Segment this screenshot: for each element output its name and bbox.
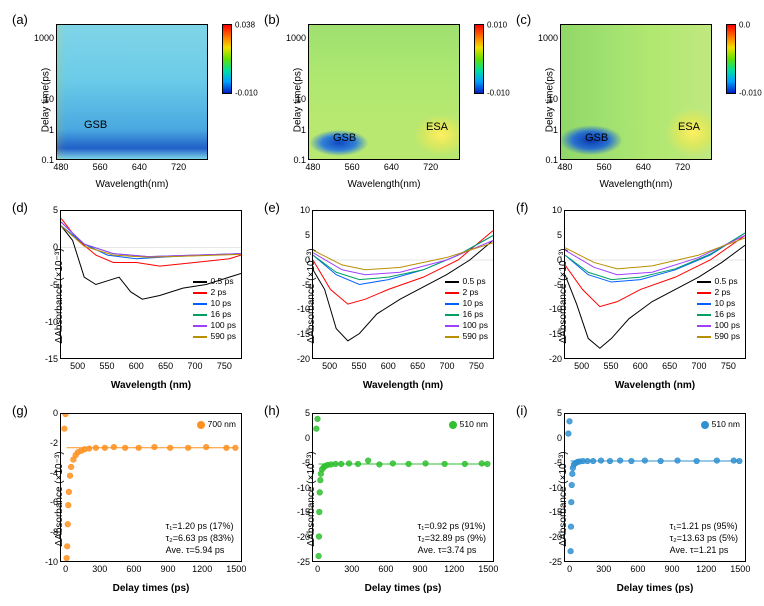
cb-max-a: 0.038 bbox=[235, 21, 255, 30]
panel-label-f: (f) bbox=[516, 200, 528, 215]
cb-min-c: -0.010 bbox=[739, 89, 762, 98]
panel-a: (a) Delay time(ps) 0.11101000 GSB 480560… bbox=[10, 10, 250, 190]
legend-f: 0.5 ps2 ps10 ps16 ps100 ps590 ps bbox=[697, 276, 740, 342]
colorbar-a: 0.038 -0.010 bbox=[222, 24, 232, 94]
x-axis-i: 030060090012001500 bbox=[564, 564, 746, 578]
panel-label-i: (i) bbox=[516, 403, 528, 418]
panel-i: (i) ΔAbsorbance (×10⁻³) -25-20-15-10-505… bbox=[514, 401, 754, 596]
annot-a-gsb: GSB bbox=[84, 119, 107, 131]
legend-i: 510 nm bbox=[701, 419, 740, 430]
xlabel-a: Wavelength(nm) bbox=[56, 179, 208, 190]
panel-h: (h) ΔAbsorbance (×10⁻³) -25-20-15-10-505… bbox=[262, 401, 502, 596]
x-axis-g: 030060090012001500 bbox=[60, 564, 242, 578]
y-axis-f: -20-15-10-50510 bbox=[544, 210, 564, 359]
xlabel-f: Wavelength (nm) bbox=[564, 380, 746, 391]
xlabel-i: Delay times (ps) bbox=[564, 583, 746, 594]
legend-g: 700 nm bbox=[197, 419, 236, 430]
xlabel-g: Delay times (ps) bbox=[60, 583, 242, 594]
panel-label-d: (d) bbox=[12, 200, 28, 215]
panel-label-e: (e) bbox=[264, 200, 280, 215]
xlabel-b: Wavelength(nm) bbox=[308, 179, 460, 190]
panel-g: (g) ΔAbsorbance (×10⁻³) -10-8-6-4-20 030… bbox=[10, 401, 250, 596]
legend-e: 0.5 ps2 ps10 ps16 ps100 ps590 ps bbox=[445, 276, 488, 342]
panel-c: (c) Delay time(ps) 0.11101000 GSB ESA 48… bbox=[514, 10, 754, 190]
heatmap-b: GSB ESA bbox=[308, 24, 460, 160]
heatmap-c: GSB ESA bbox=[560, 24, 712, 160]
y-axis-d: -15-10-505 bbox=[40, 210, 60, 359]
heatmap-a: GSB bbox=[56, 24, 208, 160]
colorbar-c: 0.0 -0.010 bbox=[726, 24, 736, 94]
annot-b-esa: ESA bbox=[426, 121, 448, 133]
panel-d: (d) ΔAbsorbance (×10⁻³) -15-10-505 50055… bbox=[10, 198, 250, 393]
annot-c-gsb: GSB bbox=[585, 132, 608, 144]
annot-b-gsb: GSB bbox=[333, 132, 356, 144]
panel-label-b: (b) bbox=[264, 12, 280, 27]
xlabel-e: Wavelength (nm) bbox=[312, 380, 494, 391]
cb-min-a: -0.010 bbox=[235, 89, 258, 98]
panel-label-h: (h) bbox=[264, 403, 280, 418]
panel-label-g: (g) bbox=[12, 403, 28, 418]
legend-d: 0.5 ps2 ps10 ps16 ps100 ps590 ps bbox=[193, 276, 236, 342]
fit-i: τ₁=1.21 ps (95%)τ₂=13.63 ps (5%)Ave. τ=1… bbox=[670, 520, 738, 556]
xlabel-h: Delay times (ps) bbox=[312, 583, 494, 594]
x-axis-h: 030060090012001500 bbox=[312, 564, 494, 578]
y-axis-h: -25-20-15-10-505 bbox=[292, 413, 312, 562]
cb-max-b: 0.010 bbox=[487, 21, 507, 30]
heatmap-bg-b bbox=[309, 25, 459, 159]
annot-c-esa: ESA bbox=[678, 121, 700, 133]
y-axis-i: -25-20-15-10-505 bbox=[544, 413, 564, 562]
x-axis-f: 500550600650700750 bbox=[564, 361, 746, 375]
x-axis-c: 480560640720 bbox=[560, 162, 712, 176]
y-axis-g: -10-8-6-4-20 bbox=[40, 413, 60, 562]
panel-e: (e) ΔAbsorbance (×10⁻³) -20-15-10-50510 … bbox=[262, 198, 502, 393]
x-axis-b: 480560640720 bbox=[308, 162, 460, 176]
x-axis-d: 500550600650700750 bbox=[60, 361, 242, 375]
legend-h: 510 nm bbox=[449, 419, 488, 430]
cb-min-b: -0.010 bbox=[487, 89, 510, 98]
panel-label-a: (a) bbox=[12, 12, 28, 27]
fit-h: τ₁=0.92 ps (91%)τ₂=32.89 ps (9%)Ave. τ=3… bbox=[418, 520, 486, 556]
y-axis-e: -20-15-10-50510 bbox=[292, 210, 312, 359]
panel-f: (f) ΔAbsorbance (×10⁻³) -20-15-10-50510 … bbox=[514, 198, 754, 393]
heatmap-bg-a bbox=[57, 25, 207, 159]
heatmap-bg-c bbox=[561, 25, 711, 159]
x-axis-e: 500550600650700750 bbox=[312, 361, 494, 375]
figure-grid: (a) Delay time(ps) 0.11101000 GSB 480560… bbox=[10, 10, 754, 596]
x-axis-a: 480560640720 bbox=[56, 162, 208, 176]
panel-label-c: (c) bbox=[516, 12, 531, 27]
fit-g: τ₁=1.20 ps (17%)τ₂=6.63 ps (83%)Ave. τ=5… bbox=[166, 520, 234, 556]
y-axis-a: 0.11101000 bbox=[36, 24, 56, 160]
xlabel-c: Wavelength(nm) bbox=[560, 179, 712, 190]
cb-max-c: 0.0 bbox=[739, 21, 750, 30]
panel-b: (b) Delay time(ps) 0.11101000 GSB ESA 48… bbox=[262, 10, 502, 190]
y-axis-c: 0.11101000 bbox=[540, 24, 560, 160]
colorbar-b: 0.010 -0.010 bbox=[474, 24, 484, 94]
xlabel-d: Wavelength (nm) bbox=[60, 380, 242, 391]
y-axis-b: 0.11101000 bbox=[288, 24, 308, 160]
